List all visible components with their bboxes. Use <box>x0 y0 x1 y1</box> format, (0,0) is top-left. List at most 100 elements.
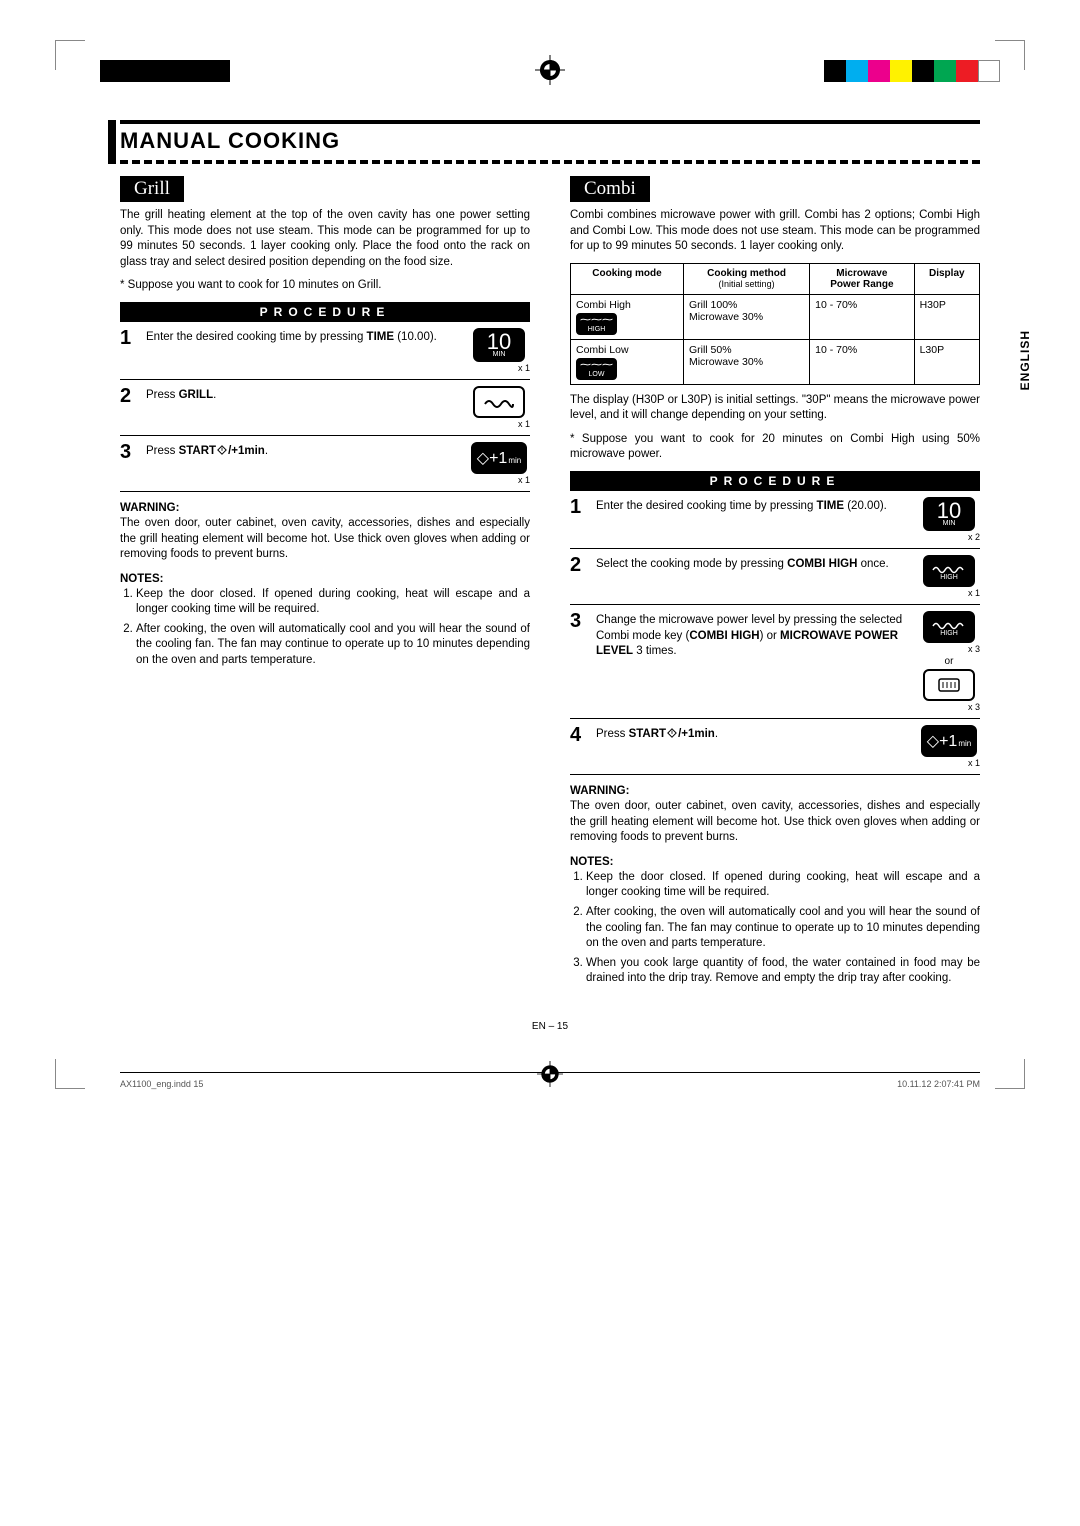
step-number: 1 <box>120 328 138 348</box>
procedure-header: PROCEDURE <box>570 471 980 491</box>
table-row: Combi Low⁓⁓⁓LOW Grill 50%Microwave 30% 1… <box>571 339 980 384</box>
step-text: Press GRILL. <box>146 386 460 404</box>
step-text: Select the cooking mode by pressing COMB… <box>596 555 910 573</box>
warning-text: The oven door, outer cabinet, oven cavit… <box>570 799 980 846</box>
col-display: Display <box>914 263 979 294</box>
step-number: 3 <box>570 611 588 631</box>
combi-suppose: * Suppose you want to cook for 20 minute… <box>570 432 980 463</box>
notes-label: NOTES: <box>120 573 530 585</box>
footer-meta: AX1100_eng.indd 15 10.11.12 2:07:41 PM <box>120 1072 980 1089</box>
crop-mark <box>55 1059 85 1089</box>
color-swatch <box>934 60 956 82</box>
warning-text: The oven door, outer cabinet, oven cavit… <box>120 516 530 563</box>
note-item: Keep the door closed. If opened during c… <box>586 870 980 901</box>
step-number: 3 <box>120 442 138 462</box>
reg-center-icon <box>535 55 565 88</box>
combi-step-2: 2 Select the cooking mode by pressing CO… <box>570 549 980 605</box>
combi-low-icon: ⁓⁓⁓LOW <box>576 358 617 380</box>
grill-step-1: 1 Enter the desired cooking time by pres… <box>120 322 530 381</box>
step-text: Press START/+1min. <box>596 725 910 743</box>
note-item: Keep the door closed. If opened during c… <box>136 587 530 618</box>
press-count: x 2 <box>918 532 980 542</box>
press-count: x 3 <box>918 702 980 712</box>
grill-label: Grill <box>120 176 184 202</box>
press-count: x 1 <box>918 588 980 598</box>
combi-label: Combi <box>570 176 650 202</box>
color-swatch <box>978 60 1000 82</box>
cell-range: 10 - 70% <box>810 294 914 339</box>
footer-timestamp: 10.11.12 2:07:41 PM <box>897 1079 980 1089</box>
color-swatch <box>824 60 846 82</box>
page: ENGLISH MANUAL COOKING Grill The grill h… <box>0 0 1080 1129</box>
note-item: After cooking, the oven will automatical… <box>136 622 530 669</box>
combi-step-1: 1 Enter the desired cooking time by pres… <box>570 491 980 550</box>
footer-file: AX1100_eng.indd 15 <box>120 1079 203 1089</box>
cell-method: Grill 50%Microwave 30% <box>683 339 809 384</box>
crop-mark <box>995 1059 1025 1089</box>
warning-label: WARNING: <box>120 502 530 514</box>
press-count: x 3 <box>918 644 980 654</box>
reg-bottom-icon <box>537 1061 563 1089</box>
section-title: MANUAL COOKING <box>120 120 980 164</box>
col-mode: Cooking mode <box>571 263 684 294</box>
reg-black-bar <box>100 60 230 82</box>
warning-label: WARNING: <box>570 785 980 797</box>
language-tab: ENGLISH <box>1018 330 1032 390</box>
grill-step-2: 2 Press GRILL. x 1 <box>120 380 530 436</box>
cell-range: 10 - 70% <box>810 339 914 384</box>
cell-display: H30P <box>914 294 979 339</box>
step-text: Change the microwave power level by pres… <box>596 611 910 660</box>
start-button-icon: ◇+1min x 1 <box>918 725 980 768</box>
cell-display: L30P <box>914 339 979 384</box>
note-item: When you cook large quantity of food, th… <box>586 956 980 987</box>
power-button-icons: HIGH x 3 or x 3 <box>918 611 980 712</box>
time-button-icon: 10MIN x 2 <box>918 497 980 543</box>
combi-high-icon: ⁓⁓⁓HIGH <box>576 313 617 335</box>
press-count: x 1 <box>468 419 530 429</box>
combi-intro: Combi combines microwave power with gril… <box>570 208 980 255</box>
color-swatch <box>890 60 912 82</box>
color-swatch <box>912 60 934 82</box>
columns: Grill The grill heating element at the t… <box>120 176 980 991</box>
col-method: Cooking method(Initial setting) <box>683 263 809 294</box>
press-count: x 1 <box>468 475 530 485</box>
grill-intro: The grill heating element at the top of … <box>120 208 530 270</box>
color-swatch <box>868 60 890 82</box>
combi-step-4: 4 Press START/+1min. ◇+1min x 1 <box>570 719 980 775</box>
grill-column: Grill The grill heating element at the t… <box>120 176 530 991</box>
combi-column: Combi Combi combines microwave power wit… <box>570 176 980 991</box>
grill-suppose: * Suppose you want to cook for 10 minute… <box>120 278 530 294</box>
time-button-icon: 10MIN x 1 <box>468 328 530 374</box>
press-count: x 1 <box>468 363 530 373</box>
combi-after-table: The display (H30P or L30P) is initial se… <box>570 393 980 424</box>
grill-button-icon: x 1 <box>468 386 530 429</box>
page-number: EN – 15 <box>120 1021 980 1032</box>
cell-mode: Combi Low⁓⁓⁓LOW <box>571 339 684 384</box>
color-swatch <box>956 60 978 82</box>
crop-mark <box>55 40 85 70</box>
step-text: Enter the desired cooking time by pressi… <box>596 497 910 515</box>
grill-notes: Keep the door closed. If opened during c… <box>120 587 530 669</box>
col-range: MicrowavePower Range <box>810 263 914 294</box>
reg-color-swatches <box>824 60 1000 82</box>
press-count: x 1 <box>918 758 980 768</box>
step-text: Press START/+1min. <box>146 442 460 460</box>
combi-notes: Keep the door closed. If opened during c… <box>570 870 980 987</box>
table-header-row: Cooking mode Cooking method(Initial sett… <box>571 263 980 294</box>
notes-label: NOTES: <box>570 856 980 868</box>
step-text: Enter the desired cooking time by pressi… <box>146 328 460 346</box>
color-swatch <box>846 60 868 82</box>
combi-high-button-icon: HIGH x 1 <box>918 555 980 598</box>
step-number: 4 <box>570 725 588 745</box>
combi-table: Cooking mode Cooking method(Initial sett… <box>570 263 980 385</box>
start-button-icon: ◇+1min x 1 <box>468 442 530 485</box>
procedure-header: PROCEDURE <box>120 302 530 322</box>
step-number: 1 <box>570 497 588 517</box>
or-label: or <box>918 656 980 667</box>
combi-step-3: 3 Change the microwave power level by pr… <box>570 605 980 719</box>
registration-marks <box>120 60 980 100</box>
cell-method: Grill 100%Microwave 30% <box>683 294 809 339</box>
table-row: Combi High⁓⁓⁓HIGH Grill 100%Microwave 30… <box>571 294 980 339</box>
cell-mode: Combi High⁓⁓⁓HIGH <box>571 294 684 339</box>
note-item: After cooking, the oven will automatical… <box>586 905 980 952</box>
